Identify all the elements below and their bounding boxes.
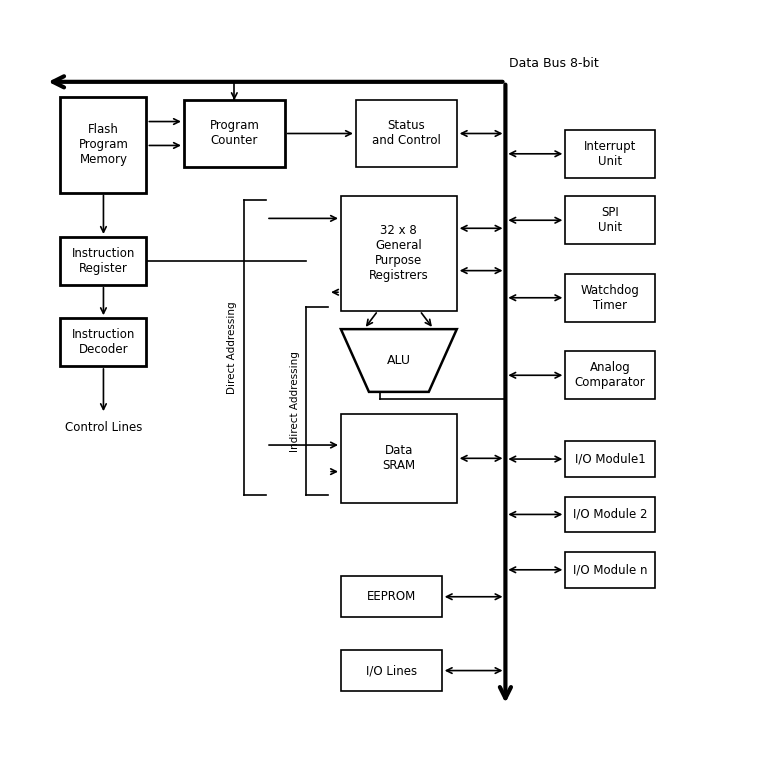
- Text: I/O Lines: I/O Lines: [366, 664, 417, 677]
- FancyBboxPatch shape: [566, 552, 655, 588]
- Text: 32 x 8
General
Purpose
Registrers: 32 x 8 General Purpose Registrers: [369, 225, 428, 282]
- FancyBboxPatch shape: [566, 274, 655, 321]
- FancyBboxPatch shape: [341, 196, 456, 311]
- Text: Status
and Control: Status and Control: [372, 119, 441, 148]
- FancyBboxPatch shape: [341, 577, 442, 617]
- Text: Analog
Comparator: Analog Comparator: [575, 361, 646, 389]
- Text: I/O Module1: I/O Module1: [575, 453, 646, 465]
- FancyBboxPatch shape: [566, 130, 655, 178]
- Text: Control Lines: Control Lines: [65, 421, 142, 434]
- FancyBboxPatch shape: [61, 97, 146, 192]
- Text: Data
SRAM: Data SRAM: [382, 444, 415, 472]
- FancyBboxPatch shape: [566, 196, 655, 245]
- FancyBboxPatch shape: [566, 441, 655, 477]
- Text: Instruction
Decoder: Instruction Decoder: [72, 328, 135, 356]
- Text: I/O Module n: I/O Module n: [573, 564, 647, 576]
- FancyBboxPatch shape: [566, 351, 655, 399]
- Text: EEPROM: EEPROM: [367, 591, 416, 603]
- FancyBboxPatch shape: [356, 100, 456, 167]
- Text: Data Bus 8-bit: Data Bus 8-bit: [509, 57, 599, 70]
- FancyBboxPatch shape: [566, 497, 655, 532]
- Text: Instruction
Register: Instruction Register: [72, 247, 135, 275]
- Text: Flash
Program
Memory: Flash Program Memory: [79, 123, 129, 166]
- Text: Interrupt
Unit: Interrupt Unit: [584, 140, 636, 168]
- Text: Program
Counter: Program Counter: [210, 119, 259, 148]
- Text: Direct Addressing: Direct Addressing: [227, 301, 238, 394]
- FancyBboxPatch shape: [61, 318, 146, 366]
- Text: Indirect Addressing: Indirect Addressing: [290, 351, 299, 451]
- Text: I/O Module 2: I/O Module 2: [573, 508, 647, 521]
- Polygon shape: [341, 329, 456, 392]
- FancyBboxPatch shape: [341, 651, 442, 691]
- FancyBboxPatch shape: [184, 100, 285, 167]
- Text: ALU: ALU: [387, 354, 411, 367]
- Text: SPI
Unit: SPI Unit: [598, 206, 622, 235]
- Text: Watchdog
Timer: Watchdog Timer: [580, 284, 640, 311]
- FancyBboxPatch shape: [341, 414, 456, 503]
- FancyBboxPatch shape: [61, 237, 146, 285]
